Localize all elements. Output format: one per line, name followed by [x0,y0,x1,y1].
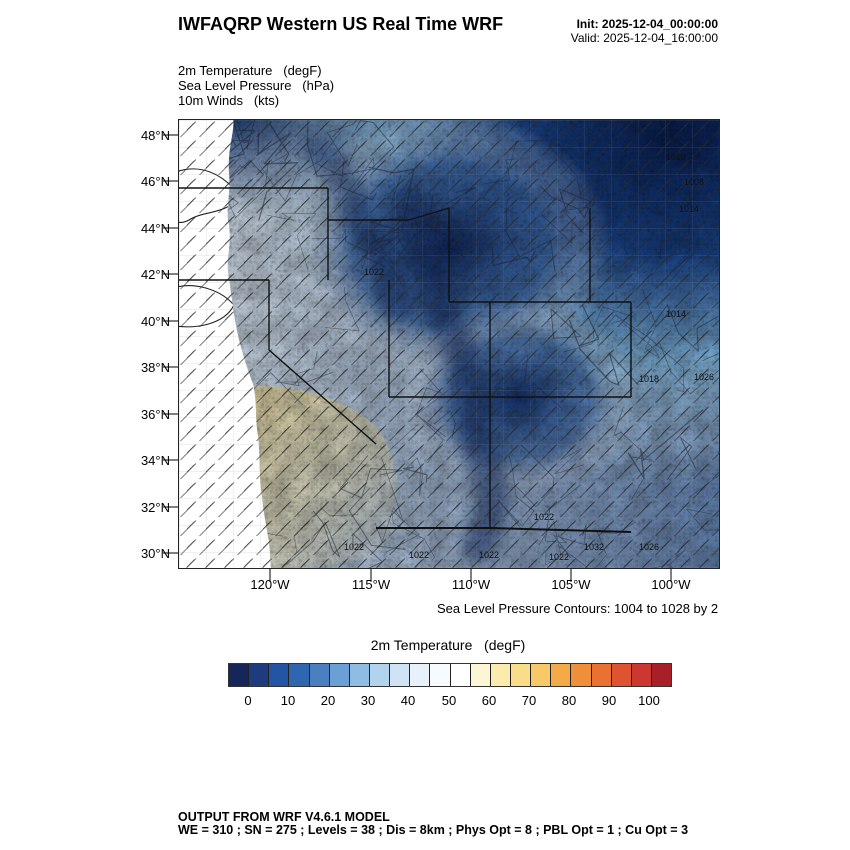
svg-text:1022: 1022 [409,550,429,560]
svg-text:1018: 1018 [639,374,659,384]
svg-text:1022: 1022 [364,267,384,277]
svg-text:1022: 1022 [534,512,554,522]
svg-text:1022: 1022 [344,542,364,552]
svg-text:1032: 1032 [584,542,604,552]
svg-text:1026: 1026 [639,542,659,552]
svg-text:1022: 1022 [549,552,569,562]
svg-text:1014: 1014 [679,204,699,214]
svg-text:1026: 1026 [694,372,714,382]
svg-text:1014: 1014 [666,309,686,319]
svg-text:1008: 1008 [684,177,704,187]
svg-text:1022: 1022 [479,550,499,560]
svg-text:1010: 1010 [666,152,686,162]
